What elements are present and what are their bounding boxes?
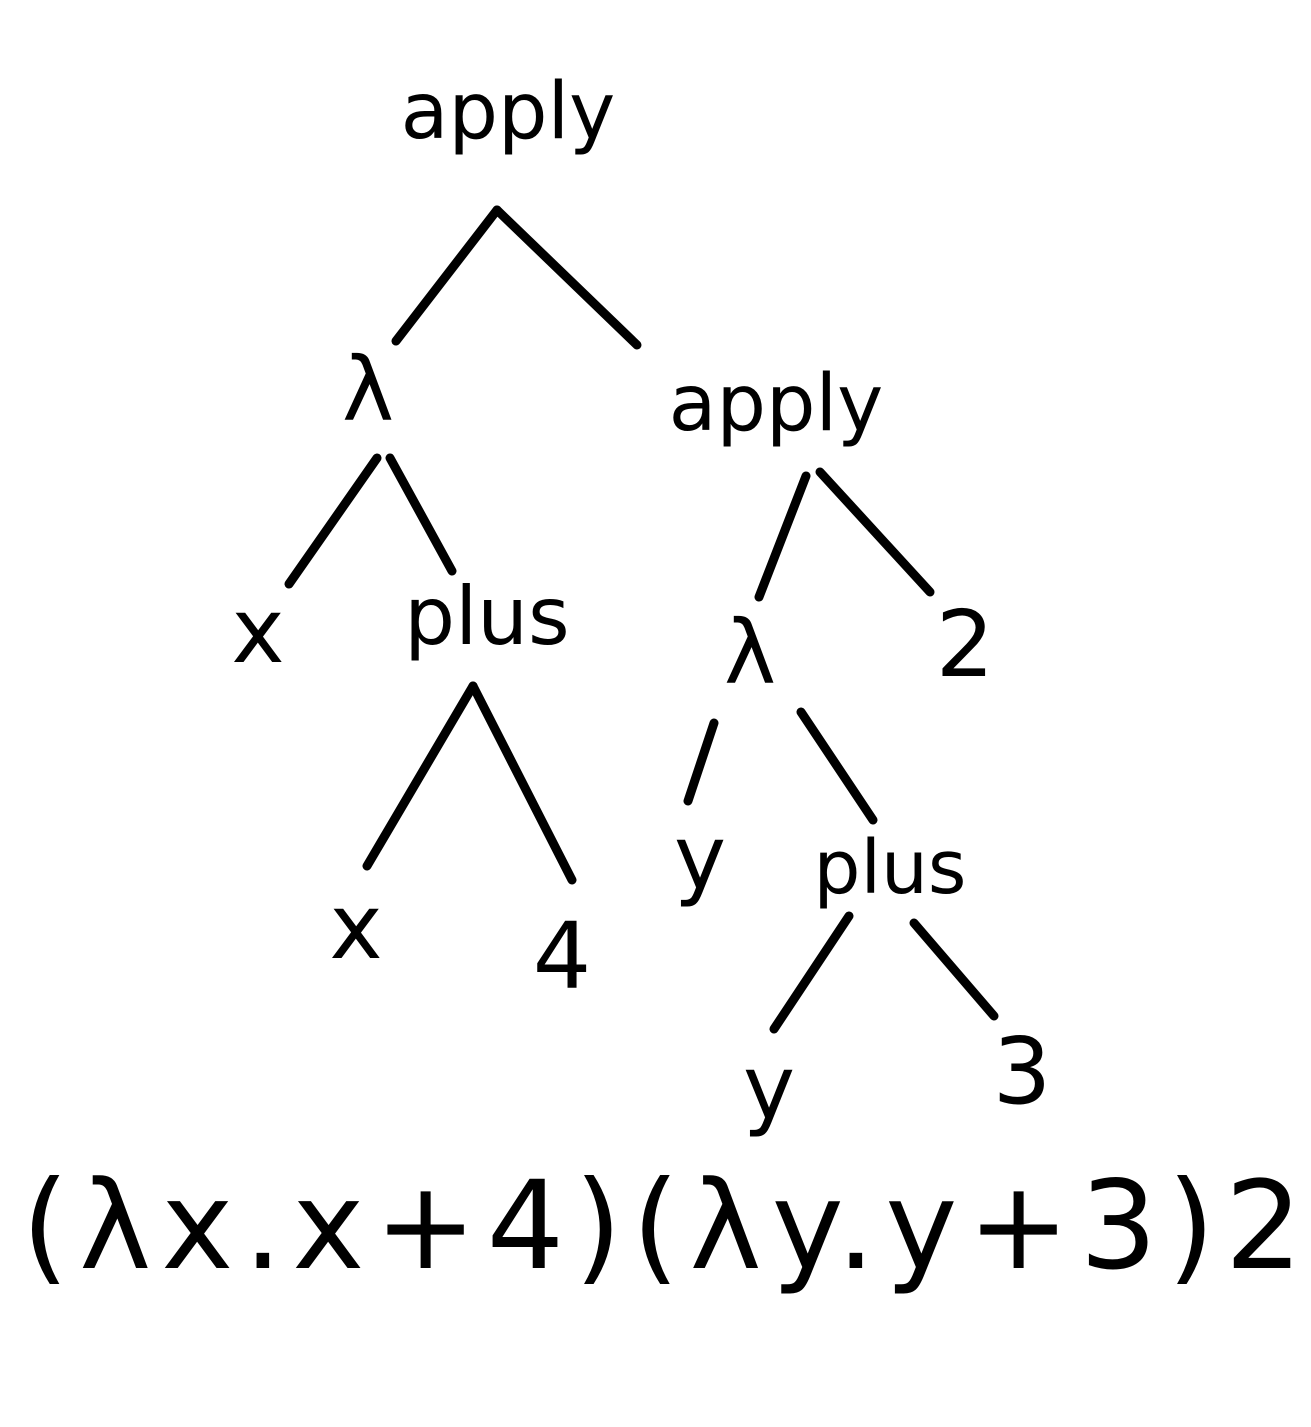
edge-lambda2-to-y xyxy=(683,718,719,806)
node-3: 3 xyxy=(993,1018,1052,1125)
node-apply-root: apply xyxy=(401,67,616,157)
node-y-left: y xyxy=(743,1036,795,1139)
node-2: 2 xyxy=(936,591,995,698)
node-apply-2: apply xyxy=(669,359,884,449)
edge-plus2-to-3 xyxy=(909,918,999,1021)
node-y-param: y xyxy=(674,806,726,909)
edge-lambda1-to-plus1 xyxy=(385,453,457,576)
edge-apply2-to-2 xyxy=(815,467,935,597)
node-4: 4 xyxy=(533,903,592,1010)
node-lambda-2: λ xyxy=(724,601,776,704)
edge-plus2-to-y xyxy=(769,911,854,1034)
edge-plus1-to-x xyxy=(362,681,478,871)
node-plus-1: plus xyxy=(404,570,569,663)
edge-lambda2-to-plus2 xyxy=(796,707,878,825)
edge-apply2-to-lambda2 xyxy=(754,471,811,602)
edge-lambda1-to-x xyxy=(284,453,382,589)
node-x-param: x xyxy=(231,579,284,684)
node-lambda-1: λ xyxy=(342,338,394,441)
node-x-left: x xyxy=(329,875,382,980)
edge-apply-to-lambda1 xyxy=(391,205,502,346)
edge-apply-to-apply2 xyxy=(492,205,642,350)
node-plus-2: plus xyxy=(814,825,967,911)
edge-plus1-to-4 xyxy=(468,681,577,885)
lambda-expression: (λx.x+4)(λy.y+3)2 xyxy=(21,1155,1311,1297)
